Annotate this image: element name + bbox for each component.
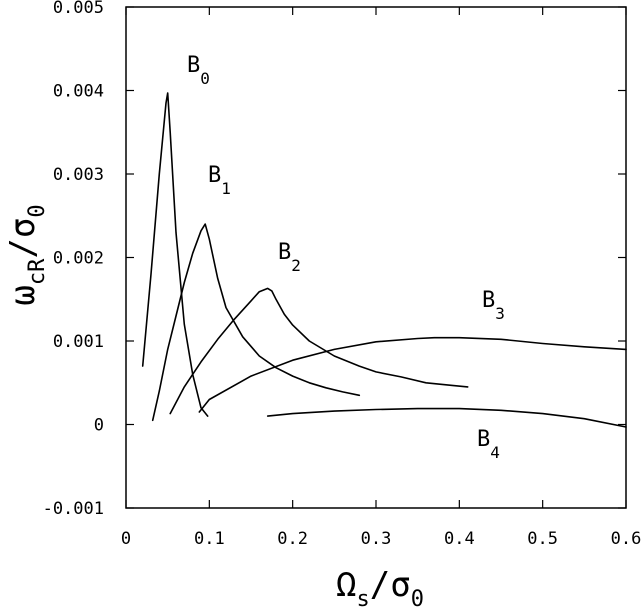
series-line-b3 bbox=[198, 336, 627, 413]
series-line-b1 bbox=[151, 223, 361, 422]
x-tick-label: 0 bbox=[121, 529, 131, 549]
x-axis-title: Ωs/σ0 bbox=[336, 565, 424, 610]
series-line-b2 bbox=[169, 287, 469, 415]
series-label-b4: B4 bbox=[477, 427, 500, 462]
y-axis-title: ωcR/σ0 bbox=[3, 204, 50, 305]
x-tick-label: 0.2 bbox=[277, 529, 308, 549]
y-tick-label: 0 bbox=[94, 416, 104, 436]
series-labels: B0 B1 B2 B3 B4 bbox=[187, 53, 505, 462]
x-tick-label: 0.6 bbox=[611, 529, 642, 549]
x-tick-label: 0.4 bbox=[444, 529, 475, 549]
series-label-b0: B0 bbox=[187, 53, 210, 88]
x-tick-label: 0.1 bbox=[194, 529, 225, 549]
y-tick-label: 0.004 bbox=[53, 82, 104, 102]
y-tick-label: -0.001 bbox=[43, 499, 104, 519]
y-tick-label: 0.005 bbox=[53, 0, 104, 18]
series-line-b4 bbox=[266, 407, 627, 428]
series-label-b1: B1 bbox=[208, 163, 231, 198]
series-label-b3: B3 bbox=[482, 288, 505, 323]
x-tick-label: 0.3 bbox=[361, 529, 392, 549]
series-label-b2: B2 bbox=[278, 240, 301, 275]
y-tick-label: 0.003 bbox=[53, 165, 104, 185]
x-tick-label: 0.5 bbox=[527, 529, 558, 549]
y-tick-label: 0.001 bbox=[53, 332, 104, 352]
axes: 0 0.1 0.2 0.3 0.4 0.5 0.6 -0.001 0 0.001 0.002 0.00… bbox=[43, 0, 642, 549]
series-line-b0 bbox=[141, 92, 209, 417]
plot-area bbox=[141, 92, 627, 428]
y-tick-label: 0.002 bbox=[53, 249, 104, 269]
